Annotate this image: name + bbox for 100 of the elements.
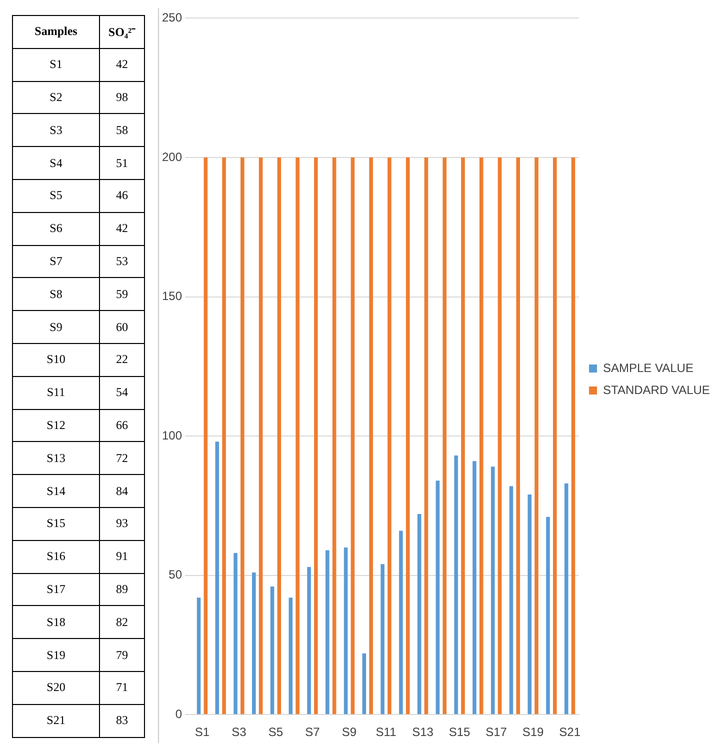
bar [388, 157, 392, 714]
legend-label: SAMPLE VALUE [603, 360, 694, 375]
x-tick-label: S13 [412, 725, 434, 740]
x-tick-label: S15 [448, 725, 471, 740]
x-tick-label: S1 [194, 725, 210, 740]
bar [234, 553, 238, 714]
x-tick-label: S11 [376, 725, 397, 740]
bar [222, 157, 226, 714]
bar [307, 566, 311, 714]
bar [472, 461, 476, 714]
bar [362, 653, 366, 714]
bar [350, 157, 355, 714]
bar [498, 157, 502, 714]
bar [215, 442, 220, 714]
bar [288, 598, 293, 714]
data-label: 54 [100, 376, 144, 410]
category-label: S3 [12, 114, 100, 147]
data-label: 98 [100, 81, 144, 114]
bar [406, 157, 410, 714]
bar [399, 530, 403, 714]
data-label: 79 [100, 638, 144, 672]
bar [326, 550, 330, 714]
category-label: S11 [12, 376, 100, 410]
data-label: 46 [100, 179, 144, 212]
category-label: S2 [12, 81, 100, 114]
data-label: 59 [100, 278, 144, 311]
bar [296, 157, 300, 714]
x-tick-label: S9 [342, 725, 357, 740]
bar [258, 157, 263, 714]
bar [479, 157, 484, 714]
data-label: 84 [100, 474, 144, 508]
bar [380, 564, 384, 714]
bar [516, 157, 520, 714]
text: Samples [12, 16, 100, 48]
category-label: S8 [12, 278, 100, 311]
data-label: 66 [100, 409, 144, 442]
x-tick-label: S7 [305, 725, 320, 740]
category-label: S12 [12, 409, 100, 442]
category-label: S7 [12, 245, 100, 278]
data-label: 93 [100, 507, 144, 540]
bar [571, 157, 576, 714]
data-label: 91 [100, 540, 144, 574]
bar [436, 480, 440, 714]
category-label: S5 [12, 179, 100, 212]
bar [454, 456, 458, 714]
category-label: S1 [12, 48, 100, 82]
data-label: 82 [100, 606, 144, 639]
x-tick-label: S3 [232, 725, 247, 740]
data-label: 60 [100, 310, 144, 344]
y-tick-label: 200 [162, 150, 182, 164]
data-label: 42 [100, 48, 144, 82]
x-tick-label: S19 [522, 725, 544, 740]
bar [332, 157, 336, 714]
data-label: 22 [100, 343, 144, 376]
bar [528, 494, 532, 714]
category-label: S14 [12, 474, 100, 508]
bar [552, 157, 557, 714]
bar [196, 598, 201, 714]
category-label: S16 [12, 540, 100, 574]
legend-label: STANDARD VALUE [603, 382, 710, 397]
bar [461, 157, 465, 714]
data-label: 42 [100, 212, 144, 246]
bar [270, 586, 274, 714]
bar [277, 157, 282, 714]
data-label: 51 [100, 146, 144, 180]
bar [509, 486, 514, 714]
category-label: S10 [12, 343, 100, 376]
bar [314, 157, 318, 714]
text: SO₄²⁻ [100, 16, 144, 48]
category-label: S19 [12, 638, 100, 672]
bar [417, 514, 422, 714]
data-label: 71 [100, 671, 144, 704]
bar [442, 157, 446, 714]
category-label: S18 [12, 606, 100, 639]
category-label: S20 [12, 671, 100, 704]
category-label: S4 [12, 146, 100, 180]
y-tick-label: 50 [168, 568, 182, 582]
y-tick-label: 100 [162, 428, 182, 442]
bar [534, 157, 538, 714]
y-tick-label: 0 [175, 706, 182, 721]
category-label: S17 [12, 573, 100, 606]
category-label: S9 [12, 310, 100, 344]
data-label: 83 [100, 704, 144, 738]
bar [564, 483, 568, 714]
data-label: 53 [100, 245, 144, 278]
y-tick-label: 250 [162, 10, 182, 25]
bar [546, 516, 550, 714]
bar [490, 466, 495, 714]
data-label: 58 [100, 114, 144, 147]
y-tick-label: 150 [162, 289, 182, 304]
x-tick-label: S21 [559, 725, 581, 740]
category-label: S6 [12, 212, 100, 246]
data-label: 72 [100, 442, 144, 475]
category-label: S13 [12, 442, 100, 475]
data-label: 89 [100, 573, 144, 606]
bar [369, 157, 373, 714]
x-tick-label: S5 [268, 725, 284, 740]
bar [424, 157, 428, 714]
bar [252, 572, 256, 714]
x-tick-label: S17 [486, 725, 508, 740]
